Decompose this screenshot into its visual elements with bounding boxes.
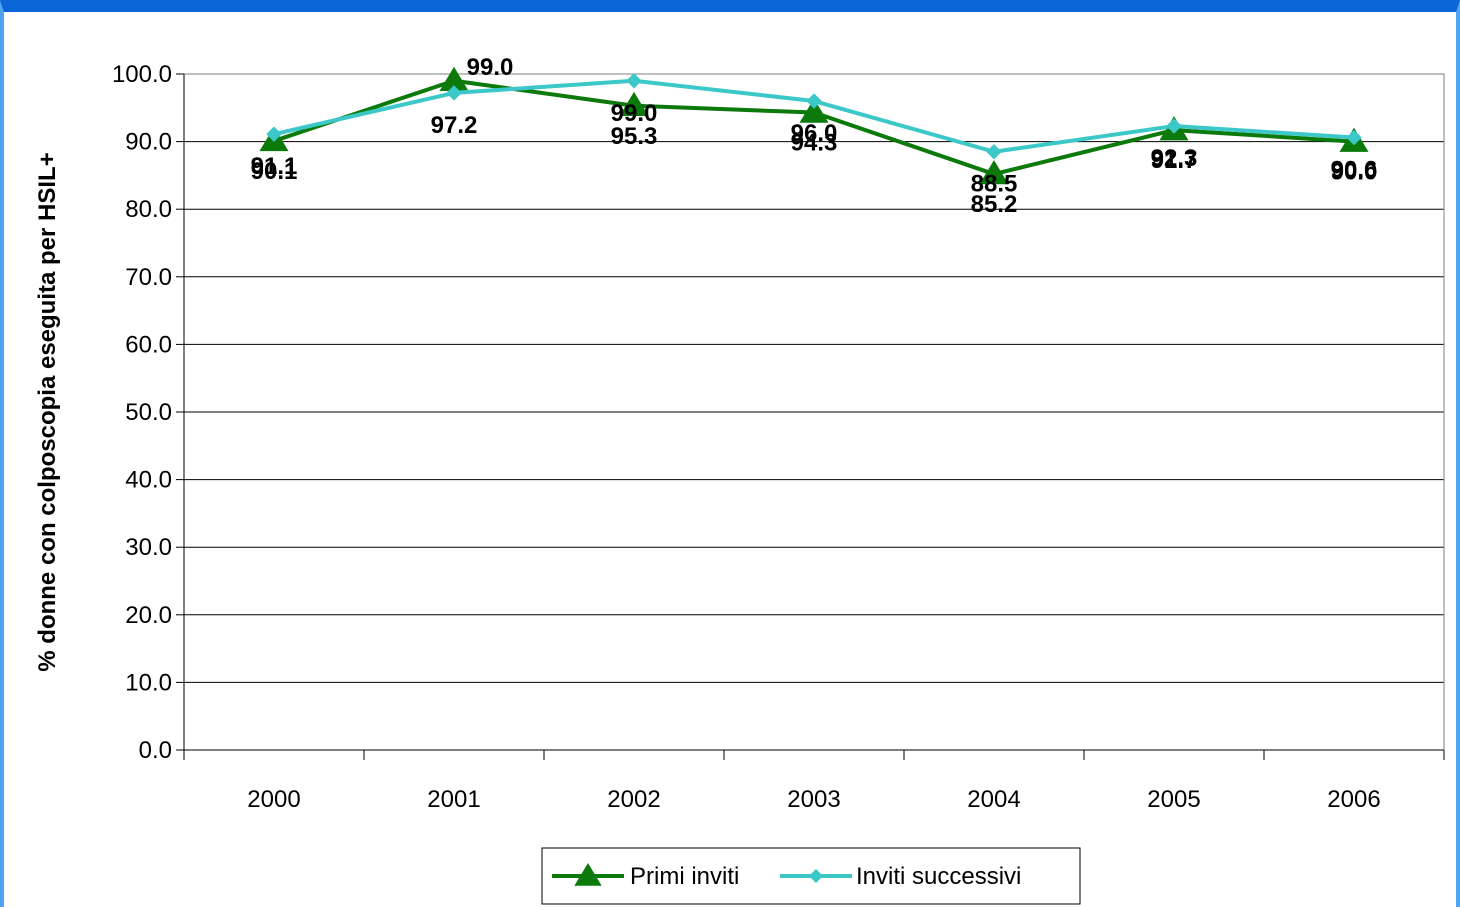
data-label-primi-inviti: 90.1 <box>251 158 298 185</box>
y-tick-label: 60.0 <box>125 331 172 358</box>
diamond-marker <box>986 144 1002 160</box>
y-tick-label: 70.0 <box>125 264 172 291</box>
data-label-inviti-successivi: 92.3 <box>1151 145 1198 172</box>
y-tick-label: 30.0 <box>125 534 172 561</box>
x-tick-label: 2002 <box>607 786 660 813</box>
legend-triangle-marker <box>574 863 602 886</box>
y-tick-label: 20.0 <box>125 602 172 629</box>
data-label-primi-inviti: 90.0 <box>1331 159 1378 186</box>
data-label-primi-inviti: 94.3 <box>791 130 838 157</box>
y-tick-labels: 0.0 10.0 20.0 30.0 40.0 50.0 60.0 70.0 80.0 90.0 1… <box>112 61 172 764</box>
data-label-inviti-successivi: 99.0 <box>611 100 658 127</box>
diamond-marker <box>446 85 462 101</box>
x-tick-label: 2003 <box>787 786 840 813</box>
y-tick-label: 100.0 <box>112 61 172 88</box>
series-group <box>259 66 1369 185</box>
data-label-primi-inviti: 99.0 <box>467 54 514 81</box>
data-label-inviti-successivi: 91.1 <box>251 153 298 180</box>
legend-diamond-marker <box>809 869 823 883</box>
diamond-marker <box>1166 118 1182 134</box>
data-label-inviti-successivi: 90.6 <box>1331 157 1378 184</box>
y-tick-label: 10.0 <box>125 669 172 696</box>
diamond-marker <box>806 93 822 109</box>
x-tick-label: 2001 <box>427 786 480 813</box>
data-label-inviti-successivi: 97.2 <box>431 112 478 139</box>
data-labels: 90.191.199.097.2 95.399.094.396.085.288.5… <box>251 54 1378 218</box>
diamond-marker <box>626 73 642 89</box>
data-label-primi-inviti: 91.7 <box>1151 147 1198 174</box>
x-tick-label: 2005 <box>1147 786 1200 813</box>
x-tick-label: 2004 <box>967 786 1020 813</box>
data-label-inviti-successivi: 88.5 <box>971 171 1018 198</box>
y-tick-label: 40.0 <box>125 467 172 494</box>
x-tick-label: 2006 <box>1327 786 1380 813</box>
axes <box>176 73 1445 760</box>
triangle-marker <box>799 98 829 123</box>
triangle-marker <box>979 160 1009 185</box>
x-tick-label: 2000 <box>247 786 300 813</box>
y-tick-label: 90.0 <box>125 129 172 156</box>
y-axis-title: % donne con colposcopia eseguita per HSI… <box>34 152 61 671</box>
gridlines <box>184 141 1444 683</box>
y-tick-label: 0.0 <box>139 737 172 764</box>
data-label-primi-inviti: 85.2 <box>971 191 1018 218</box>
diamond-marker <box>1346 129 1362 146</box>
data-label-primi-inviti: 95.3 <box>611 123 658 150</box>
data-label-inviti-successivi: 96.0 <box>791 120 838 147</box>
triangle-marker <box>619 91 649 117</box>
y-tick-label: 50.0 <box>125 399 172 426</box>
y-tick-label: 80.0 <box>125 196 172 223</box>
legend: Primi inviti Inviti successivi <box>541 847 1081 905</box>
x-tick-labels: 2000 2001 2002 2003 2004 2005 2006 <box>247 786 1380 813</box>
legend-label-inviti-successivi: Inviti successivi <box>856 863 1021 890</box>
legend-label-primi-inviti: Primi inviti <box>630 863 739 890</box>
diamond-marker <box>266 126 282 142</box>
